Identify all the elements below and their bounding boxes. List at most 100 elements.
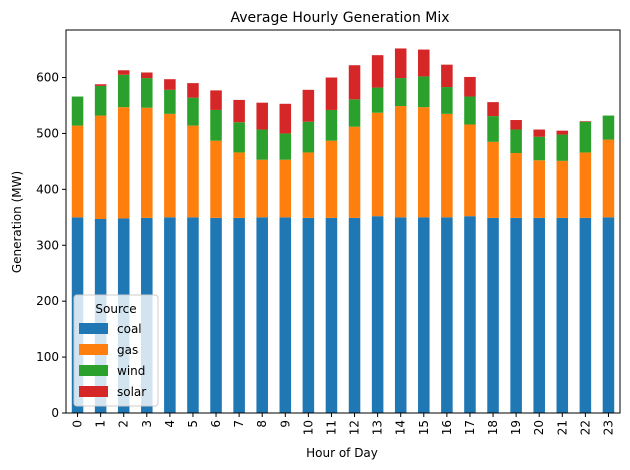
bar-solar-hour-10: [302, 89, 315, 122]
bar-solar-hour-19: [510, 120, 522, 130]
bar-wind-hour-4: [164, 89, 176, 114]
y-axis-label: Generation (MW): [10, 171, 24, 273]
bar-wind-hour-0: [71, 96, 84, 126]
x-tick-label: 22: [578, 420, 592, 435]
x-tick-label: 20: [532, 420, 546, 435]
bar-gas-hour-17: [464, 124, 476, 217]
x-tick-label: 15: [417, 420, 431, 435]
bar-coal-hour-9: [279, 217, 292, 413]
bar-gas-hour-3: [141, 107, 153, 218]
bar-coal-hour-8: [256, 217, 268, 413]
plot-frame: [65, 29, 621, 414]
bar-gas-hour-23: [602, 139, 615, 218]
y-tick-label: 400: [36, 182, 59, 196]
bar-wind-hour-6: [210, 109, 222, 141]
bar-solar-hour-20: [533, 129, 545, 137]
bar-wind-hour-8: [256, 129, 268, 160]
bar-coal-hour-21: [556, 217, 569, 413]
x-axis-label: Hour of Day: [306, 446, 378, 460]
bar-solar-hour-22: [579, 121, 592, 122]
bar-gas-hour-8: [256, 159, 268, 218]
bar-wind-hour-17: [464, 96, 476, 125]
y-tick-label: 200: [36, 294, 59, 308]
bar-coal-hour-19: [510, 217, 522, 413]
bar-coal-hour-14: [394, 217, 407, 413]
legend-swatch-gas: [79, 344, 108, 355]
bar-coal-hour-7: [233, 217, 245, 413]
bar-wind-hour-15: [418, 76, 430, 108]
bar-solar-hour-8: [256, 102, 268, 130]
bar-wind-hour-12: [348, 99, 361, 127]
bar-wind-hour-11: [325, 109, 338, 141]
bar-solar-hour-2: [117, 70, 130, 75]
bar-wind-hour-13: [371, 87, 384, 113]
bar-gas-hour-13: [371, 112, 384, 217]
bar-solar-hour-11: [325, 77, 338, 110]
bar-wind-hour-3: [141, 78, 153, 108]
bar-wind-hour-9: [279, 133, 292, 160]
bar-coal-hour-6: [210, 217, 222, 413]
x-tick-label: 21: [555, 420, 569, 435]
bar-coal-hour-16: [441, 217, 453, 413]
x-tick-label: 1: [94, 420, 108, 428]
bar-gas-hour-4: [164, 113, 176, 218]
bar-solar-hour-9: [279, 103, 292, 134]
bar-gas-hour-18: [487, 141, 499, 218]
legend-label-wind: wind: [117, 364, 145, 378]
x-tick-label: 9: [278, 420, 292, 428]
bar-wind-hour-10: [302, 121, 315, 153]
legend-label-coal: coal: [117, 322, 142, 336]
legend-title: Source: [95, 302, 136, 316]
x-tick-label: 14: [394, 420, 408, 435]
bar-gas-hour-12: [348, 126, 361, 218]
bar-solar-hour-5: [187, 83, 199, 98]
bar-wind-hour-21: [556, 134, 569, 161]
bar-coal-hour-20: [533, 217, 545, 413]
bar-wind-hour-5: [187, 97, 199, 126]
bar-gas-hour-16: [441, 113, 453, 218]
x-tick-label: 4: [163, 420, 177, 428]
bar-wind-hour-23: [602, 115, 615, 140]
bar-wind-hour-18: [487, 116, 499, 142]
bar-wind-hour-19: [510, 129, 522, 154]
bar-coal-hour-17: [464, 216, 476, 413]
legend-swatch-solar: [79, 386, 108, 397]
x-tick-label: 2: [117, 420, 131, 428]
legend: Source coal gas wind solar: [73, 294, 159, 407]
bar-coal-hour-12: [348, 217, 361, 413]
bar-gas-hour-7: [233, 152, 245, 218]
bar-wind-hour-2: [117, 74, 130, 108]
bar-wind-hour-14: [394, 78, 407, 107]
bar-gas-hour-10: [302, 152, 315, 218]
bar-gas-hour-15: [418, 107, 430, 218]
bar-coal-hour-15: [418, 217, 430, 413]
bars-layer: [71, 48, 615, 413]
bar-gas-hour-21: [556, 160, 569, 218]
bar-wind-hour-1: [94, 85, 107, 116]
bar-gas-hour-6: [210, 140, 222, 218]
x-tick-label: 23: [601, 420, 615, 435]
bar-solar-hour-6: [210, 90, 222, 110]
x-tick-label: 0: [71, 420, 85, 428]
bar-coal-hour-23: [602, 217, 615, 413]
x-tick-label: 6: [209, 420, 223, 428]
y-tick-label: 0: [51, 406, 59, 420]
bar-gas-hour-2: [117, 107, 130, 219]
bar-solar-hour-13: [371, 55, 384, 88]
y-tick-label: 100: [36, 350, 59, 364]
chart-title: Average Hourly Generation Mix: [230, 10, 449, 26]
y-tick-label: 500: [36, 126, 59, 140]
legend-label-solar: solar: [117, 385, 146, 399]
bar-gas-hour-0: [71, 125, 84, 218]
x-tick-label: 16: [440, 420, 454, 435]
legend-box: [73, 294, 159, 407]
bar-gas-hour-9: [279, 159, 292, 218]
x-tick-label: 17: [463, 420, 477, 435]
bar-wind-hour-16: [441, 87, 453, 114]
bar-coal-hour-5: [187, 217, 199, 413]
bar-wind-hour-22: [579, 121, 592, 153]
bar-coal-hour-18: [487, 217, 499, 413]
x-tick-label: 3: [140, 420, 154, 428]
legend-swatch-coal: [79, 323, 108, 334]
